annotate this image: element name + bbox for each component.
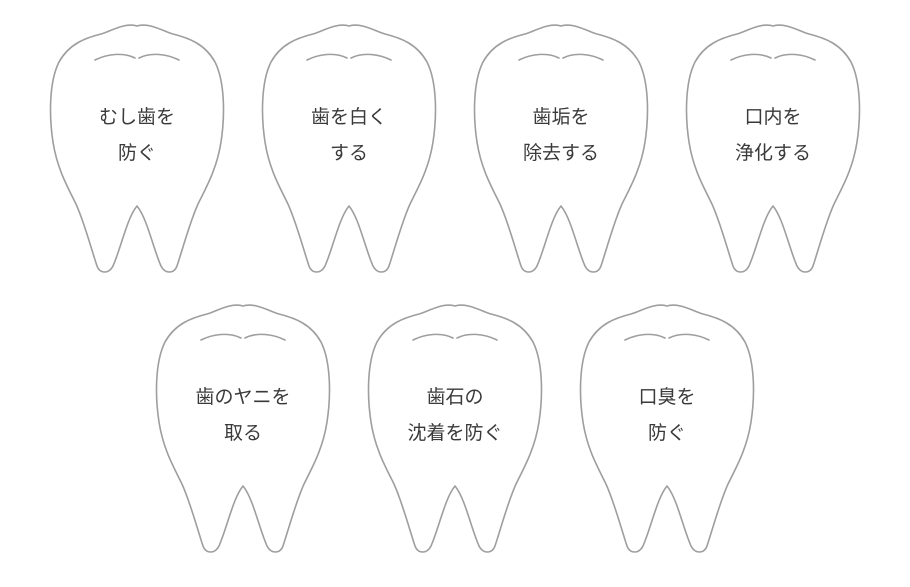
tooth-label: 歯を白くする xyxy=(255,100,443,172)
tooth-label: 歯のヤニを取る xyxy=(149,380,337,452)
tooth-item: 歯のヤニを取る xyxy=(149,300,337,555)
tooth-benefits-infographic: むし歯を防ぐ 歯を白くする 歯垢を除去する 口内を浄化する 歯のヤニを取る 歯石… xyxy=(0,0,910,587)
tooth-label-line2: 防ぐ xyxy=(573,416,761,452)
tooth-label: 歯垢を除去する xyxy=(467,100,655,172)
tooth-label-line2: 除去する xyxy=(467,136,655,172)
tooth-label-line2: 防ぐ xyxy=(43,136,231,172)
tooth-label-line1: 歯のヤニを xyxy=(149,380,337,416)
tooth-label-line2: 沈着を防ぐ xyxy=(361,416,549,452)
tooth-label-line1: 歯垢を xyxy=(467,100,655,136)
tooth-label-line1: 口臭を xyxy=(573,380,761,416)
tooth-row-2: 歯のヤニを取る 歯石の沈着を防ぐ 口臭を防ぐ xyxy=(0,300,910,555)
tooth-item: むし歯を防ぐ xyxy=(43,20,231,275)
tooth-item: 歯石の沈着を防ぐ xyxy=(361,300,549,555)
tooth-item: 歯を白くする xyxy=(255,20,443,275)
tooth-label-line1: むし歯を xyxy=(43,100,231,136)
tooth-label: 歯石の沈着を防ぐ xyxy=(361,380,549,452)
tooth-item: 口内を浄化する xyxy=(679,20,867,275)
tooth-row-1: むし歯を防ぐ 歯を白くする 歯垢を除去する 口内を浄化する xyxy=(0,20,910,275)
tooth-label-line2: 取る xyxy=(149,416,337,452)
tooth-item: 口臭を防ぐ xyxy=(573,300,761,555)
tooth-label-line2: 浄化する xyxy=(679,136,867,172)
tooth-label-line1: 歯を白く xyxy=(255,100,443,136)
tooth-label: 口臭を防ぐ xyxy=(573,380,761,452)
tooth-label-line1: 歯石の xyxy=(361,380,549,416)
tooth-label: 口内を浄化する xyxy=(679,100,867,172)
tooth-label-line2: する xyxy=(255,136,443,172)
tooth-label-line1: 口内を xyxy=(679,100,867,136)
tooth-label: むし歯を防ぐ xyxy=(43,100,231,172)
tooth-item: 歯垢を除去する xyxy=(467,20,655,275)
